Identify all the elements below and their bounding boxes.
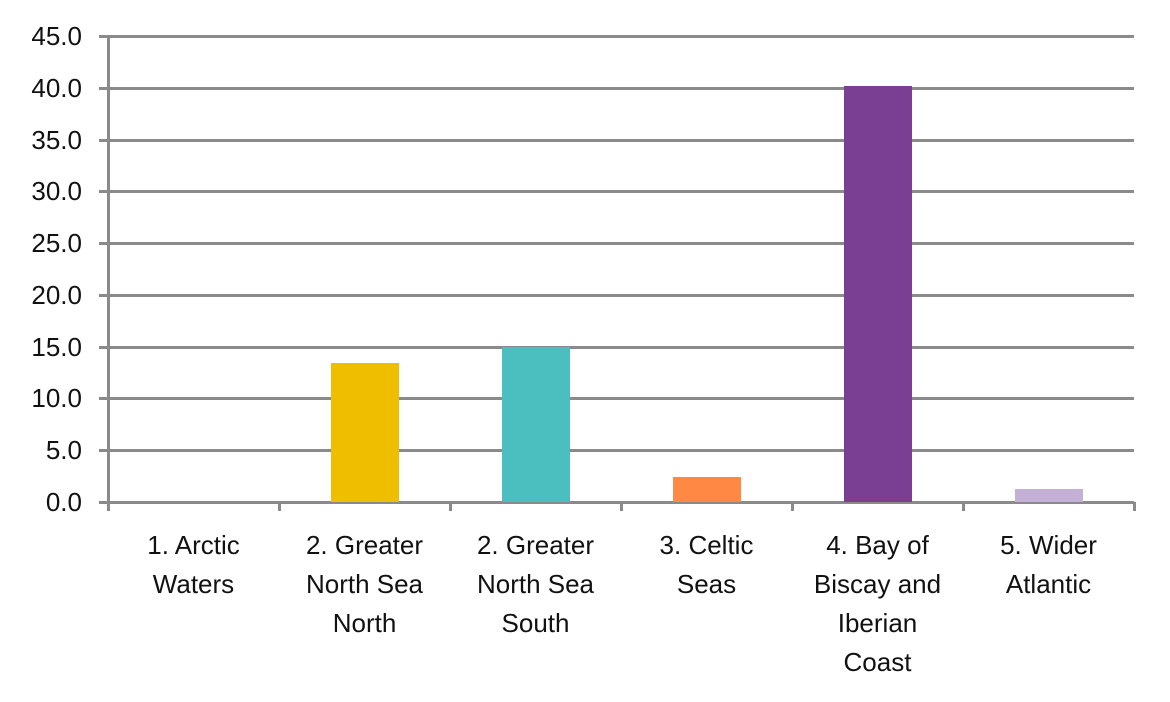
gridline	[99, 345, 1134, 349]
y-tick-label: 0.0	[45, 487, 82, 517]
x-axis-line	[99, 501, 1134, 504]
x-tick-mark	[962, 502, 965, 511]
gridline	[99, 449, 1134, 453]
bar-5	[843, 85, 912, 502]
gridline	[99, 397, 1134, 401]
gridline	[99, 190, 1134, 194]
x-tick-mark	[620, 502, 623, 511]
y-tick-label: 10.0	[31, 383, 82, 414]
gridline	[99, 35, 1134, 38]
gridline	[99, 138, 1134, 142]
y-tick-label: 15.0	[31, 331, 82, 362]
x-category-label: 2. Greater North Sea South	[476, 530, 595, 638]
x-category-label: 5. Wider Atlantic	[1000, 530, 1097, 599]
y-tick-label: 5.0	[45, 435, 82, 466]
gridline	[99, 293, 1134, 297]
gridline	[99, 242, 1134, 246]
bar-2	[330, 363, 399, 502]
y-tick-label: 40.0	[31, 72, 82, 103]
x-tick-mark	[107, 502, 110, 511]
bar-3	[501, 346, 570, 502]
bar-4	[672, 477, 741, 502]
x-tick-mark	[278, 502, 281, 511]
gridline	[99, 86, 1134, 90]
y-tick-label: 20.0	[31, 279, 82, 310]
x-category-label: 2. Greater North Sea North	[305, 530, 424, 638]
x-tick-mark	[791, 502, 794, 511]
y-tick-label: 45.0	[31, 21, 82, 51]
x-category-label: 4. Bay of Biscay and Iberian Coast	[813, 530, 942, 677]
y-tick-label: 25.0	[31, 228, 82, 259]
x-tick-mark	[449, 502, 452, 511]
x-tick-mark	[1133, 502, 1136, 511]
y-tick-label: 35.0	[31, 124, 82, 155]
x-category-label: 1. Arctic Waters	[147, 530, 240, 599]
bar-6	[1014, 488, 1083, 502]
y-axis-line	[107, 36, 110, 511]
y-tick-label: 30.0	[31, 176, 82, 207]
x-category-label: 3. Celtic Seas	[659, 530, 754, 599]
